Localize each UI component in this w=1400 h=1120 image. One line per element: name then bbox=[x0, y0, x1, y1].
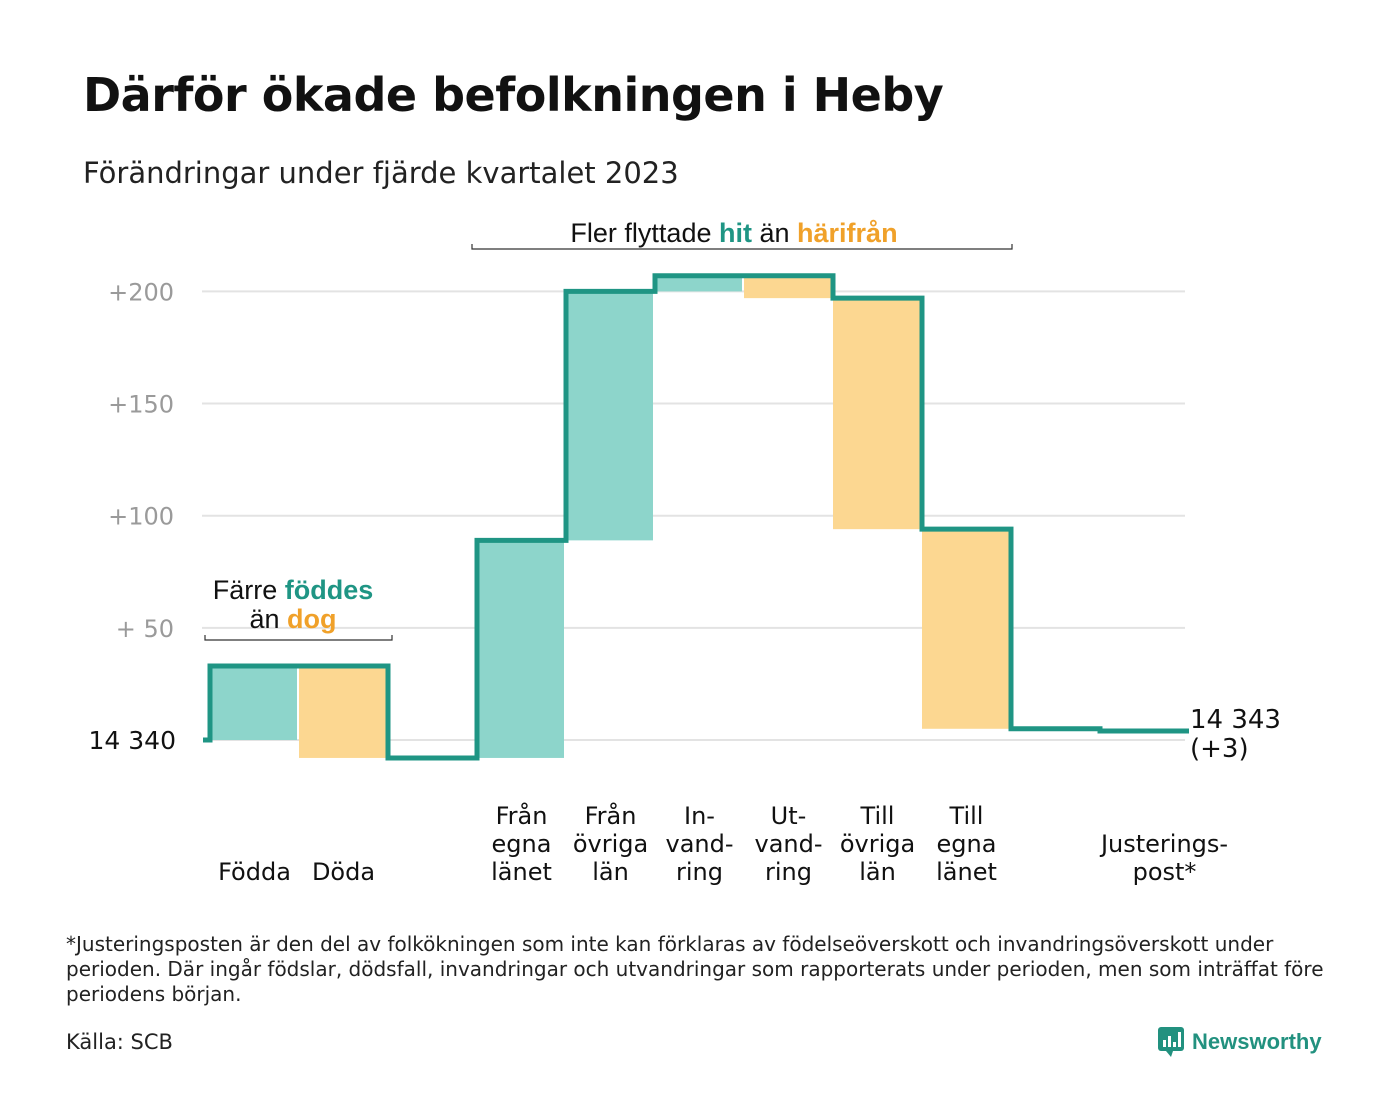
category-label: Från bbox=[496, 801, 548, 830]
step-line bbox=[203, 273, 1189, 761]
category-label: post* bbox=[1133, 858, 1197, 886]
category-label: övriga bbox=[840, 830, 915, 858]
end-value-label: 14 343 bbox=[1190, 705, 1281, 735]
chart-subtitle: Förändringar under fjärde kvartalet 2023 bbox=[83, 156, 679, 190]
waterfall-bar bbox=[922, 529, 1009, 729]
y-tick-label: + 50 bbox=[116, 615, 174, 643]
category-label: länet bbox=[491, 858, 552, 886]
category-label: län bbox=[592, 858, 629, 886]
category-label: Födda bbox=[218, 858, 291, 886]
annotation-births-line: Färre föddes bbox=[213, 575, 374, 605]
annotation-plain-text: Fler flyttade bbox=[570, 218, 719, 248]
chart-title: Därför ökade befolkningen i Heby bbox=[83, 68, 944, 122]
category-label: Justerings- bbox=[1099, 830, 1228, 858]
category-label: egna bbox=[937, 830, 997, 858]
annotation-hit-text: föddes bbox=[285, 575, 374, 605]
y-tick-layer: + 50 +100 +150 +200 14 340 bbox=[89, 278, 176, 755]
step-line-layer bbox=[203, 273, 1189, 761]
newsworthy-logo-text: Newsworthy bbox=[1192, 1029, 1322, 1054]
category-label: län bbox=[859, 858, 896, 886]
end-value-label: (+3) bbox=[1190, 734, 1249, 764]
category-label: In- bbox=[684, 802, 715, 830]
category-label: Till bbox=[860, 802, 895, 830]
annotation-bracket bbox=[204, 635, 393, 641]
annotation-births-line: än dog bbox=[249, 604, 336, 634]
y-tick-label: +200 bbox=[108, 278, 174, 306]
category-label: Döda bbox=[312, 858, 375, 886]
waterfall-bar bbox=[477, 540, 564, 758]
annotation-hit-text: hit bbox=[719, 218, 752, 248]
newsworthy-logo-icon bbox=[1158, 1027, 1184, 1057]
source-note: Källa: SCB bbox=[66, 1030, 173, 1054]
category-label: länet bbox=[936, 858, 997, 886]
annotation-plain-text: än bbox=[752, 218, 797, 248]
footnote: *Justeringsposten är den del av folkökni… bbox=[66, 932, 1324, 1006]
waterfall-bar bbox=[744, 275, 831, 299]
waterfall-bar bbox=[655, 275, 742, 292]
annotation-migration-line: Fler flyttade hit än härifrån bbox=[570, 218, 897, 248]
waterfall-bar bbox=[210, 665, 297, 740]
category-label: ring bbox=[765, 858, 812, 886]
category-label: egna bbox=[492, 830, 552, 858]
annotation-plain-text: än bbox=[249, 604, 287, 634]
category-label: vand- bbox=[754, 830, 822, 858]
category-label: vand- bbox=[665, 830, 733, 858]
y-tick-label: +100 bbox=[108, 503, 174, 531]
annotation-plain-text: Färre bbox=[213, 575, 285, 605]
category-label: ring bbox=[676, 858, 723, 886]
category-label: Till bbox=[949, 802, 984, 830]
annotation-harifran-text: härifrån bbox=[797, 218, 898, 248]
annotation-bracket bbox=[471, 244, 1013, 250]
waterfall-bar bbox=[833, 298, 920, 530]
waterfall-bar bbox=[566, 291, 653, 541]
y-tick-label: +150 bbox=[108, 391, 174, 419]
newsworthy-logo: Newsworthy bbox=[1158, 1027, 1322, 1057]
start-value-label: 14 340 bbox=[89, 726, 176, 755]
category-label: Ut- bbox=[771, 802, 807, 830]
annotation-harifran-text: dog bbox=[287, 604, 336, 634]
category-label-layer: Födda DödaFrånegnalänetFrånövrigalänIn-va… bbox=[218, 705, 1281, 886]
category-label: övriga bbox=[573, 830, 648, 858]
bar-layer bbox=[210, 275, 1009, 758]
category-label: Från bbox=[585, 801, 637, 830]
waterfall-bar bbox=[299, 665, 386, 758]
